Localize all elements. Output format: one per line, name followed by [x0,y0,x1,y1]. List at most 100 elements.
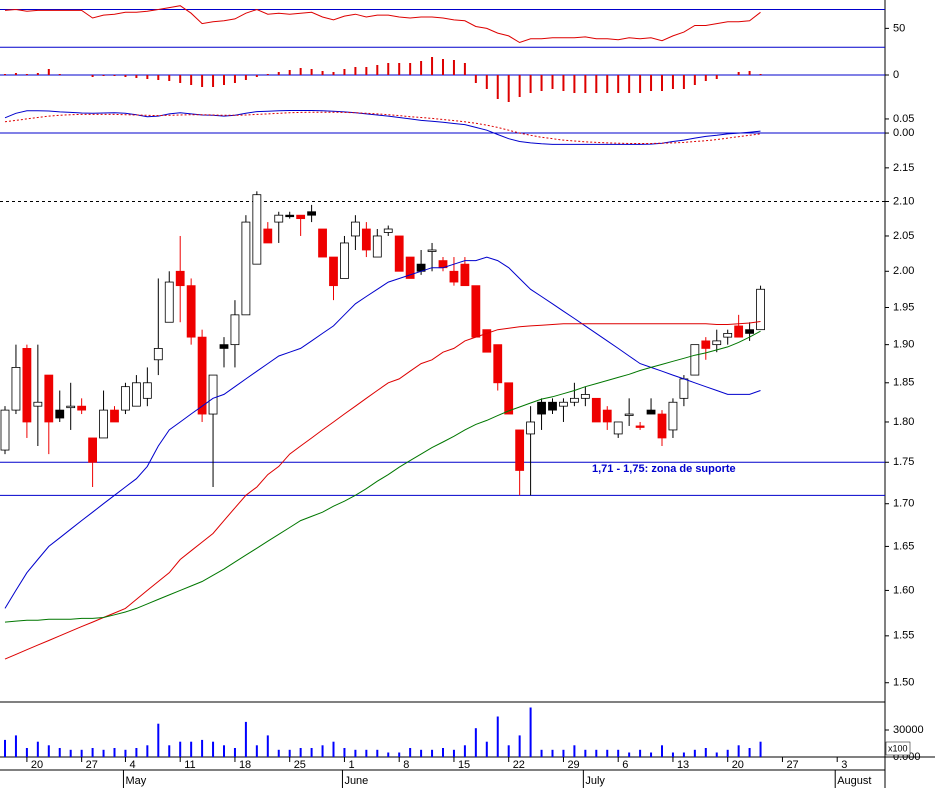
bar [244,721,247,757]
bar [617,75,620,93]
line [4,110,761,145]
bar [80,749,83,757]
bar [36,73,39,75]
bar [168,745,171,757]
candle-body [570,397,579,403]
bar [25,748,28,757]
candle-body [394,235,404,272]
candle-body [252,194,262,265]
x-tick-label: 20 [732,759,744,771]
candle-body [427,249,437,252]
bar [135,748,138,757]
bar [201,739,204,757]
bar [442,59,444,75]
bar [748,748,751,757]
bar [277,749,280,757]
bar [584,75,587,93]
candle-body [55,409,65,419]
candle-body [646,409,656,415]
bar [266,735,269,757]
bar [354,749,357,757]
y-tick-label: 1.75 [893,456,914,468]
bar [223,745,225,757]
y-tick-label: 2.15 [893,162,914,174]
candle-body [548,401,557,411]
bar [671,752,674,757]
x-tick-label: 20 [31,759,43,771]
line [4,321,761,660]
bar [310,69,313,75]
candle-body [756,288,765,331]
bar [146,75,149,79]
bar [628,75,631,93]
candle-body [77,405,87,411]
candle-body [186,285,196,338]
x-tick-label: 3 [841,759,847,771]
candle-body [274,214,284,223]
bar [748,71,751,75]
y-tick-label: 1.50 [893,677,914,689]
bar [376,749,379,757]
candle-body [635,425,645,428]
candle-body [263,228,273,244]
bar [233,75,236,83]
candle-body [110,409,119,423]
unit-box [885,741,911,756]
x-tick-label: 6 [622,759,628,771]
bar [485,75,488,89]
bar [310,748,313,757]
candle-body [131,382,141,407]
bar [595,749,598,757]
bar [14,735,17,757]
candle-body [602,409,612,423]
bar [102,75,105,76]
candle-body [405,256,415,279]
bar [135,75,138,78]
candle-body [121,386,130,411]
candle-body [372,235,382,258]
bar [540,75,543,91]
bar [628,752,631,757]
bar [606,75,609,93]
x-tick-label: 15 [458,759,470,771]
bar [398,752,401,757]
y-tick-label: 30000 [893,724,924,736]
candle-body [296,214,306,220]
line [4,111,761,144]
candle-body [515,429,525,471]
candle-body [99,409,108,439]
candle-body [745,329,754,334]
bar [354,67,357,75]
bar [91,748,94,757]
bar [452,60,455,75]
bar [759,74,762,75]
bar [398,63,401,75]
bar [157,723,160,757]
bar [321,745,324,757]
candle-body [657,413,667,439]
line [4,256,761,609]
bar [233,748,236,757]
bar [661,75,663,91]
y-tick-label: 1.90 [893,339,914,351]
candle-body [449,270,459,283]
bar [201,75,204,87]
candle-body [88,437,97,463]
bar [518,75,521,97]
y-tick-label: 50 [893,22,905,34]
candle-body [361,228,371,251]
bar [179,75,182,83]
candle-body [142,382,152,399]
candle-body [591,397,601,423]
bar [704,748,707,757]
bar [431,749,434,757]
bar [277,72,280,75]
y-tick-label: 1.70 [893,498,914,510]
bar [671,75,674,89]
bar [255,745,258,757]
candle-body [712,340,722,346]
bar [474,728,477,757]
candle-body [175,270,185,287]
bar [299,748,302,757]
